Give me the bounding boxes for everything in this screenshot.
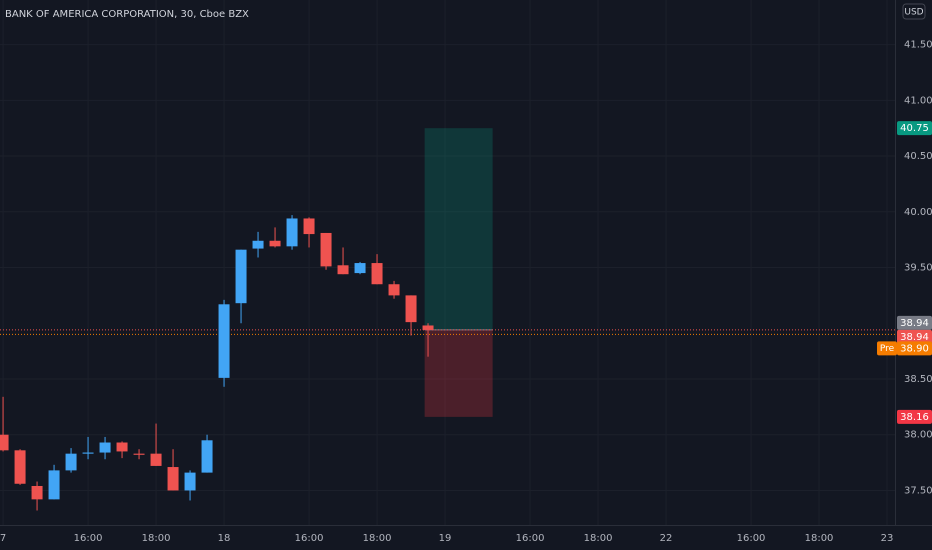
- y-tick-label: 38.50: [904, 374, 932, 385]
- candle-body: [286, 218, 298, 247]
- chart-title: BANK OF AMERICA CORPORATION, 30, Cboe BZ…: [5, 9, 249, 20]
- x-tick-label: 16:00: [295, 533, 324, 544]
- price-label-box: [897, 409, 932, 424]
- y-tick-label: 37.50: [904, 485, 932, 496]
- candle-body: [133, 453, 145, 455]
- candle-body: [422, 325, 434, 330]
- x-tick-label: 22: [660, 533, 673, 544]
- candle-body: [184, 472, 196, 491]
- price-label: 38.90: [900, 343, 929, 354]
- x-tick-label: 16:00: [737, 533, 766, 544]
- plot: [0, 128, 895, 511]
- candle-body: [303, 218, 315, 235]
- y-tick-label: 38.00: [904, 430, 932, 441]
- x-tick-label: 7: [0, 533, 6, 544]
- candle-body: [252, 240, 264, 249]
- candle-body: [269, 240, 281, 247]
- y-tick-label: 41.50: [904, 40, 932, 51]
- candle-body: [14, 450, 26, 484]
- candle-body: [235, 249, 247, 304]
- candle-body: [82, 452, 94, 454]
- candle-body: [31, 485, 43, 500]
- price-label: 40.75: [900, 123, 929, 134]
- price-tag-box: [877, 341, 897, 356]
- candle-body: [371, 263, 383, 285]
- axes: 37.50 38.00 38.50 39.50 40.00 40.50 41.00 41.50…: [0, 40, 932, 544]
- candle-body: [320, 232, 332, 267]
- candle-body: [354, 263, 366, 274]
- profit-zone: [424, 128, 493, 330]
- candle-body: [0, 434, 9, 451]
- x-tick-label: 19: [439, 533, 452, 544]
- candle-body: [99, 442, 111, 453]
- price-label: 38.94: [900, 318, 929, 329]
- x-tick-label: 18:00: [805, 533, 834, 544]
- y-tick-label: 40.50: [904, 151, 932, 162]
- candle-body: [201, 440, 213, 473]
- y-tick-label: 39.50: [904, 263, 932, 274]
- price-label-box: [897, 121, 932, 136]
- price-label: 38.94: [900, 332, 929, 343]
- price-tag: Pre: [880, 344, 895, 354]
- x-tick-label: 16:00: [74, 533, 103, 544]
- price-label-box: [897, 341, 932, 356]
- x-tick-label: 23: [881, 533, 894, 544]
- x-tick-label: 18:00: [584, 533, 613, 544]
- currency-box[interactable]: [902, 3, 926, 20]
- x-tick-label: 16:00: [516, 533, 545, 544]
- candle-body: [167, 467, 179, 491]
- y-tick-label: 41.00: [904, 95, 932, 106]
- x-tick-label: 18: [218, 533, 231, 544]
- candle-body: [337, 265, 349, 275]
- candle-body: [218, 304, 230, 378]
- y-tick-label: 40.00: [904, 207, 932, 218]
- candle-body: [388, 284, 400, 296]
- candle-body: [150, 453, 162, 466]
- candle-body: [65, 453, 77, 471]
- candle-body: [405, 295, 417, 323]
- price-label-box: [897, 329, 932, 344]
- candle-body: [48, 470, 60, 500]
- x-tick-label: 18:00: [363, 533, 392, 544]
- loss-zone: [424, 329, 493, 417]
- candle-body: [116, 442, 128, 452]
- x-tick-label: 18:00: [142, 533, 171, 544]
- currency[interactable]: USD: [904, 8, 923, 18]
- price-label-box: [897, 315, 932, 330]
- price-label: 38.16: [900, 412, 929, 423]
